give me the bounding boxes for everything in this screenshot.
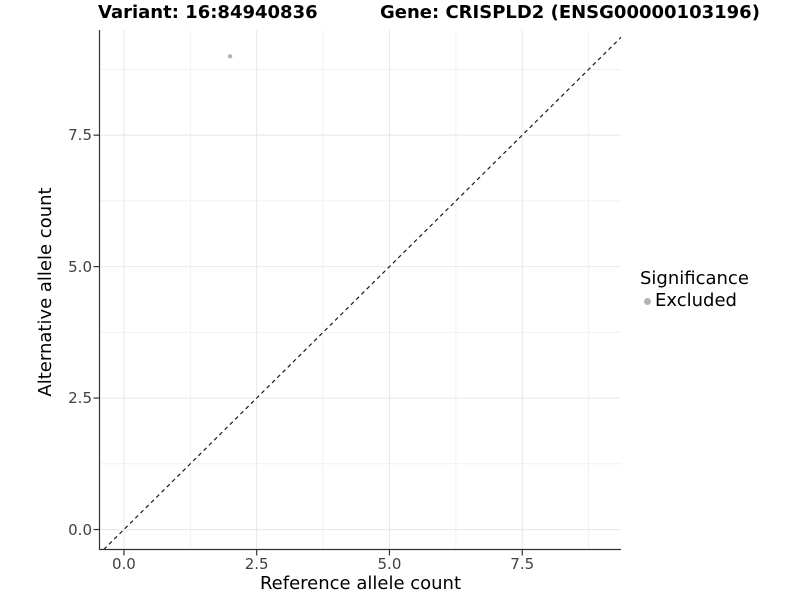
legend-title: Significance	[640, 268, 749, 289]
y-tick-label: 7.5	[68, 126, 92, 145]
plot-title-variant: Variant: 16:84940836	[98, 2, 318, 23]
y-tick-label: 0.0	[68, 520, 92, 539]
x-tick-label: 2.5	[244, 555, 269, 573]
legend-item-label: Excluded	[655, 290, 737, 311]
legend-point-icon	[644, 297, 651, 305]
x-tick-label: 7.5	[510, 555, 535, 573]
y-axis-title: Alternative allele count	[35, 187, 56, 397]
y-tick-label: 2.5	[68, 389, 92, 408]
x-tick-label: 0.0	[111, 555, 136, 573]
legend-item-excluded: Excluded	[640, 290, 749, 312]
legend: Significance Excluded	[640, 268, 749, 312]
identity-reference-line	[103, 36, 622, 550]
x-tick-label: 5.0	[377, 555, 402, 573]
x-axis-title: Reference allele count	[259, 573, 462, 594]
y-tick-label: 5.0	[68, 257, 92, 276]
data-point	[227, 54, 233, 59]
plot-title-gene: Gene: CRISPLD2 (ENSG00000103196)	[380, 2, 760, 23]
